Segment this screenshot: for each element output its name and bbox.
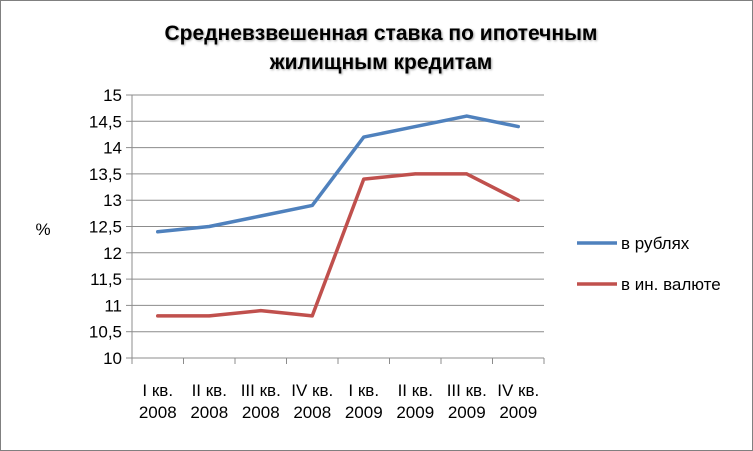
- y-tick-label: 11: [104, 296, 122, 315]
- data-point: [413, 125, 417, 129]
- y-tick-labels: 10 10,5 11 11,5 12 12,5 13 13,5 14 14,5 15: [89, 86, 122, 368]
- x-tick-label: IV кв. 2008: [291, 381, 333, 422]
- x-tick-label: III кв. 2009: [447, 381, 487, 422]
- chart-title: Средневзвешенная ставка по ипотечным жил…: [61, 19, 701, 77]
- series-lines: [156, 114, 520, 318]
- data-point: [413, 172, 417, 176]
- x-tick-label: III кв. 2008: [241, 381, 281, 422]
- data-point: [259, 309, 263, 313]
- data-point: [310, 203, 314, 207]
- y-tick-label: 12: [103, 244, 122, 263]
- y-tick-label: 10: [103, 349, 122, 368]
- x-tick-label: IV кв. 2009: [497, 381, 539, 422]
- legend-label: в ин. валюте: [621, 275, 721, 294]
- y-tick-label: 15: [103, 86, 122, 105]
- data-point: [465, 172, 469, 176]
- x-tick-label: I кв. 2008: [139, 381, 177, 422]
- y-tick-label: 13,5: [89, 165, 122, 184]
- chart-title-line-1: Средневзвешенная ставка по ипотечным: [164, 22, 598, 45]
- y-tick-label: 13: [103, 191, 122, 210]
- y-tick-label: 10,5: [89, 323, 122, 342]
- data-point: [516, 198, 520, 202]
- data-point: [156, 230, 160, 234]
- y-tick-label: 14: [103, 139, 122, 158]
- x-tick-label: I кв. 2009: [345, 381, 383, 422]
- chart-title-line-2: жилищным кредитам: [269, 51, 493, 74]
- data-point: [259, 214, 263, 218]
- series-line: [156, 114, 520, 234]
- y-tick-label: 14,5: [89, 112, 122, 131]
- data-point: [362, 177, 366, 181]
- y-axis-label: %: [35, 220, 50, 239]
- axes: [126, 94, 545, 364]
- series-line: [156, 172, 520, 318]
- y-tick-label: 11,5: [90, 270, 122, 289]
- x-tick-label: II кв. 2009: [396, 381, 434, 422]
- data-point: [207, 225, 211, 228]
- data-point: [465, 114, 469, 118]
- data-point: [362, 135, 366, 139]
- x-tick-label: II кв. 2008: [190, 381, 228, 422]
- legend: в рублях в ин. валюте: [577, 234, 721, 294]
- data-point: [156, 314, 160, 318]
- data-point: [516, 125, 520, 129]
- data-point: [207, 314, 211, 318]
- y-tick-label: 12,5: [89, 218, 122, 237]
- legend-label: в рублях: [621, 234, 690, 253]
- data-point: [310, 314, 314, 318]
